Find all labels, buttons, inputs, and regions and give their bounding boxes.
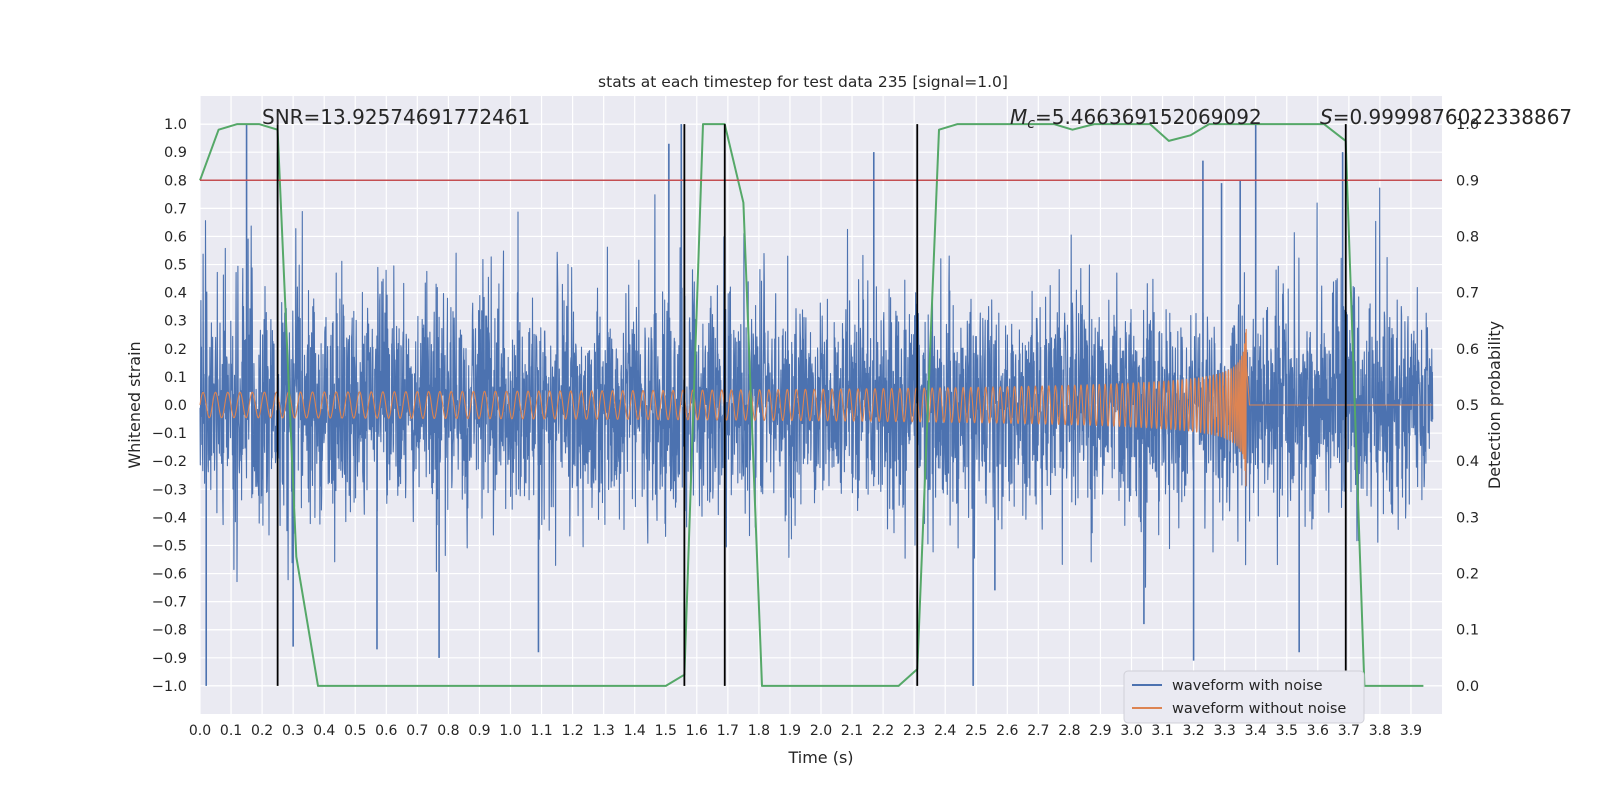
x-tick-label: 2.8 bbox=[1058, 723, 1080, 739]
x-tick-label: 1.9 bbox=[779, 723, 801, 739]
x-tick-label: 0.1 bbox=[220, 723, 242, 739]
legend-box bbox=[1123, 670, 1365, 724]
y2-tick-label: 0.6 bbox=[1456, 342, 1479, 358]
probability-trace bbox=[199, 123, 1424, 687]
x-tick-label: 1.1 bbox=[530, 723, 552, 739]
y-tick-label: 0.1 bbox=[164, 370, 187, 386]
x-axis-label: Time (s) bbox=[787, 748, 853, 767]
x-tick-label: 1.2 bbox=[561, 723, 583, 739]
y2-tick-label: 0.7 bbox=[1456, 286, 1479, 302]
y-tick-label: −0.3 bbox=[152, 482, 187, 498]
y-tick-label: −0.6 bbox=[152, 567, 187, 583]
snr-annotation: SNR=13.92574691772461 bbox=[262, 105, 530, 129]
y2-tick-label: 0.0 bbox=[1456, 679, 1479, 695]
x-tick-label: 1.5 bbox=[655, 723, 677, 739]
x-tick-label: 0.7 bbox=[406, 723, 428, 739]
chirp-trace bbox=[199, 328, 1433, 487]
x-tick-label: 3.2 bbox=[1182, 723, 1204, 739]
x-tick-label: 3.3 bbox=[1214, 723, 1236, 739]
y-tick-label: −1.0 bbox=[152, 679, 187, 695]
mc-annotation: Mc=5.466369152069092 bbox=[1010, 105, 1262, 132]
y2-axis-ticks: 1.0 0.9 0.8 0.7 0.6 0.5 0.4 0.3 0.2 0.1 0.0 bbox=[1456, 117, 1479, 695]
y-tick-label: −0.1 bbox=[152, 426, 187, 442]
y-tick-label: −0.5 bbox=[152, 538, 187, 554]
y2-axis-label: Detection probability bbox=[1485, 321, 1504, 489]
x-tick-label: 2.1 bbox=[841, 723, 863, 739]
y-tick-label: 0.2 bbox=[164, 342, 187, 358]
x-tick-label: 3.0 bbox=[1120, 723, 1142, 739]
y-tick-label: 0.4 bbox=[164, 286, 187, 302]
x-tick-label: 1.4 bbox=[624, 723, 646, 739]
x-tick-label: 3.4 bbox=[1245, 723, 1267, 739]
x-tick-label: 0.3 bbox=[282, 723, 304, 739]
y2-tick-label: 0.3 bbox=[1456, 510, 1479, 526]
x-tick-label: 2.2 bbox=[872, 723, 894, 739]
x-tick-label: 0.6 bbox=[375, 723, 397, 739]
x-tick-label: 2.6 bbox=[996, 723, 1018, 739]
y-tick-label: 0.8 bbox=[164, 173, 187, 189]
x-tick-label: 1.3 bbox=[593, 723, 615, 739]
y-tick-label: −0.7 bbox=[152, 595, 187, 611]
y-tick-label: 0.9 bbox=[164, 145, 187, 161]
x-tick-label: 2.9 bbox=[1089, 723, 1111, 739]
y-tick-label: 1.0 bbox=[164, 117, 187, 133]
x-tick-label: 1.0 bbox=[499, 723, 521, 739]
series-waveform-without-noise bbox=[199, 328, 1433, 487]
y-tick-label: −0.2 bbox=[152, 454, 187, 470]
x-tick-label: 3.8 bbox=[1369, 723, 1391, 739]
s-value: =0.9999876022338867 bbox=[1333, 105, 1572, 129]
mc-subscript: c bbox=[1027, 116, 1035, 132]
x-tick-label: 0.8 bbox=[437, 723, 459, 739]
x-tick-label: 0.2 bbox=[251, 723, 273, 739]
x-tick-label: 2.4 bbox=[934, 723, 956, 739]
y2-tick-label: 0.9 bbox=[1456, 173, 1479, 189]
x-tick-label: 1.7 bbox=[717, 723, 739, 739]
series-detection-probability bbox=[199, 123, 1424, 687]
y2-tick-label: 1.0 bbox=[1456, 117, 1479, 133]
y-axis-label: Whitened strain bbox=[125, 341, 144, 468]
y-tick-label: 0.0 bbox=[164, 398, 187, 414]
mc-symbol: M bbox=[1010, 105, 1027, 129]
y-tick-label: −0.9 bbox=[152, 651, 187, 667]
y2-tick-label: 0.1 bbox=[1456, 623, 1479, 639]
x-tick-label: 3.9 bbox=[1400, 723, 1422, 739]
y2-tick-label: 0.4 bbox=[1456, 454, 1479, 470]
y2-tick-label: 0.8 bbox=[1456, 229, 1479, 245]
y-axis-ticks: 1.0 0.9 0.8 0.7 0.6 0.5 0.4 0.3 0.2 0.1 0.0 −0.1 −0.… bbox=[152, 117, 187, 695]
x-tick-label: 2.0 bbox=[810, 723, 832, 739]
x-tick-label: 3.7 bbox=[1338, 723, 1360, 739]
x-tick-label: 0.9 bbox=[468, 723, 490, 739]
vertical-marker-lines bbox=[276, 124, 1347, 686]
mc-value: =5.466369152069092 bbox=[1035, 105, 1262, 129]
legend-label-without-noise: waveform without noise bbox=[1172, 701, 1346, 717]
x-tick-label: 1.6 bbox=[686, 723, 708, 739]
y-tick-label: 0.6 bbox=[164, 229, 187, 245]
x-tick-label: 3.5 bbox=[1276, 723, 1298, 739]
x-tick-label: 0.4 bbox=[313, 723, 335, 739]
x-tick-label: 2.5 bbox=[965, 723, 987, 739]
y-tick-label: 0.5 bbox=[164, 258, 187, 274]
s-annotation: S=0.9999876022338867 bbox=[1320, 105, 1572, 129]
x-tick-label: 2.7 bbox=[1027, 723, 1049, 739]
y-tick-label: −0.4 bbox=[152, 510, 187, 526]
s-symbol: S bbox=[1320, 105, 1333, 129]
y-tick-label: 0.7 bbox=[164, 201, 187, 217]
x-tick-label: 0.5 bbox=[344, 723, 366, 739]
x-tick-label: 3.1 bbox=[1151, 723, 1173, 739]
series-waveform-with-noise bbox=[199, 124, 1434, 686]
y-tick-label: −0.8 bbox=[152, 623, 187, 639]
legend-label-with-noise: waveform with noise bbox=[1172, 678, 1323, 694]
x-axis-ticks: 0.0 0.1 0.2 0.3 0.4 0.5 0.6 0.7 0.8 0.9 1.0 1.1 1.2 1… bbox=[189, 723, 1422, 739]
x-tick-label: 2.3 bbox=[903, 723, 925, 739]
legend: waveform with noise waveform without noi… bbox=[1123, 670, 1365, 724]
y2-tick-label: 0.5 bbox=[1456, 398, 1479, 414]
y-tick-label: 0.3 bbox=[164, 314, 187, 330]
x-tick-label: 0.0 bbox=[189, 723, 211, 739]
y2-tick-label: 0.2 bbox=[1456, 567, 1479, 583]
x-tick-label: 1.8 bbox=[748, 723, 770, 739]
chart-title: stats at each timestep for test data 235… bbox=[598, 73, 1008, 91]
x-tick-label: 3.6 bbox=[1307, 723, 1329, 739]
